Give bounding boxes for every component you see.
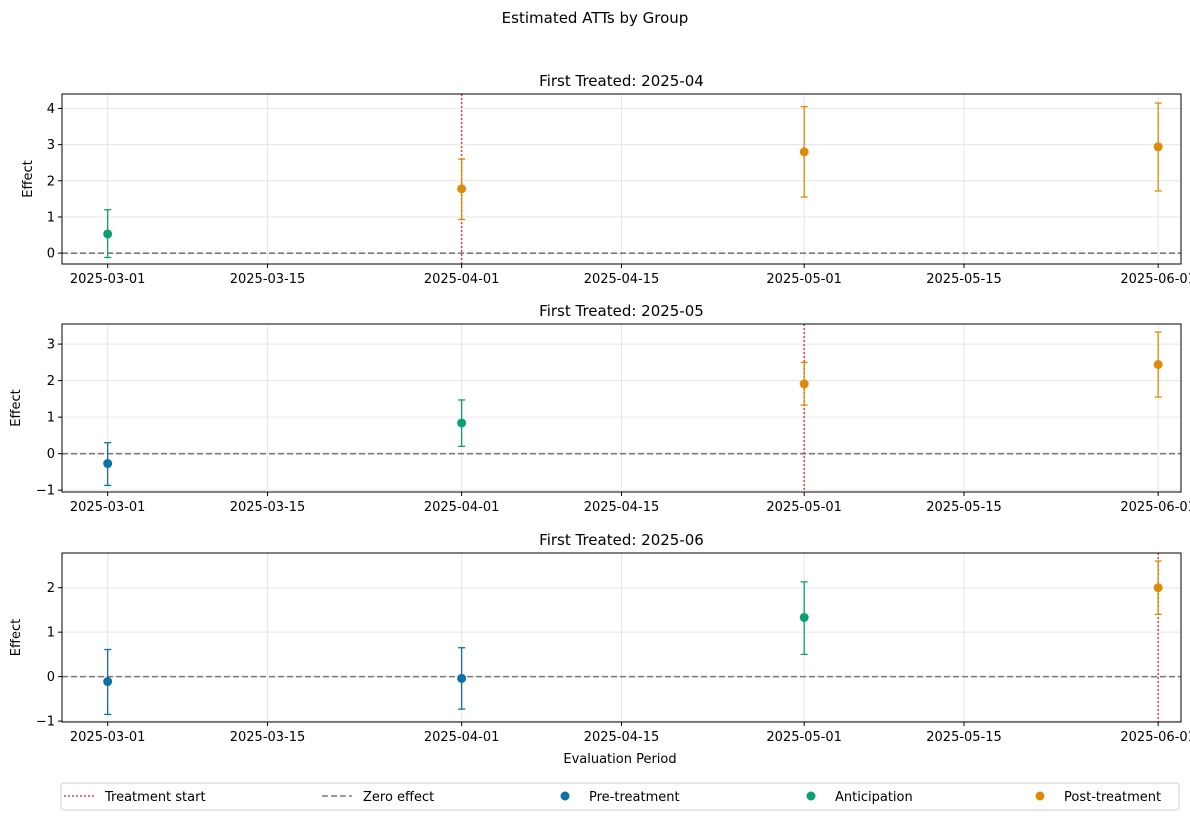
data-point-group [103,442,113,487]
y-tick-label: 4 [47,102,55,117]
legend-swatch-marker [806,791,816,801]
y-tick-label: 1 [47,411,55,426]
data-point-group [1153,102,1163,192]
x-tick-label: 2025-04-01 [424,730,500,745]
data-point-group [103,648,113,716]
data-point [1153,360,1163,370]
x-tick-label: 2025-05-01 [766,500,842,515]
data-point [103,229,113,239]
y-tick-label: 0 [47,247,55,262]
legend-swatch-marker [560,791,570,801]
x-tick-label: 2025-05-01 [766,730,842,745]
y-tick-label: −1 [36,715,55,730]
data-point-group [103,209,113,259]
x-tick-label: 2025-03-01 [70,500,146,515]
legend-frame [60,782,1180,811]
x-tick-label: 2025-05-01 [766,272,842,287]
x-tick-label: 2025-04-15 [584,730,660,745]
data-point-group [799,581,809,656]
x-tick-label: 2025-05-15 [926,730,1002,745]
legend-item: Zero effect [322,790,434,805]
grid [62,324,1181,492]
data-point [1153,142,1163,152]
y-tick-label: 3 [47,338,55,353]
x-tick-label: 2025-04-01 [424,272,500,287]
legend-label: Pre-treatment [589,790,680,805]
legend-item: Pre-treatment [560,790,680,805]
data-point-group [1153,331,1163,398]
data-point [799,379,809,389]
y-tick-label: 0 [47,670,55,685]
data-point [1153,583,1163,593]
panel-title: First Treated: 2025-05 [539,302,704,320]
panel-2: First Treated: 2025-05 2025-03-01 2025-03-… [9,302,1190,515]
x-tick-label: 2025-04-15 [584,272,660,287]
x-tick-label: 2025-05-15 [926,500,1002,515]
grid [62,94,1181,264]
y-tick-label: 2 [47,174,55,189]
x-axis-label: Evaluation Period [563,752,676,767]
data-point-group [457,647,467,710]
data-point-group [457,158,467,221]
y-tick-label: 2 [47,374,55,389]
y-tick-label: 1 [47,626,55,641]
legend-swatch-marker [1035,791,1045,801]
data-point [103,677,113,687]
x-tick-label: 2025-04-15 [584,500,660,515]
legend-item: Anticipation [806,790,913,805]
y-tick-label: 3 [47,138,55,153]
data-point-group [799,361,809,406]
data-point [457,184,467,194]
x-tick-label: 2025-03-15 [230,500,306,515]
y-axis-label: Effect [21,160,36,197]
panel-title: First Treated: 2025-04 [539,72,704,90]
legend-label: Treatment start [104,790,206,805]
grid [62,553,1181,722]
panel-1: First Treated: 2025-04 2025-03-01 2025-03-… [21,72,1190,287]
x-tick-label: 2025-03-15 [230,272,306,287]
legend: Treatment start Zero effect Pre-treatment A… [60,782,1180,811]
x-tick-label: 2025-06-01 [1120,272,1190,287]
data-point [457,673,467,683]
data-point-group [457,399,467,447]
panel-3: First Treated: 2025-06 2025-03-01 2025-03-… [9,531,1190,745]
x-tick-label: 2025-03-01 [70,272,146,287]
y-axis-label: Effect [9,389,24,426]
data-point-group [1153,560,1163,616]
y-tick-label: 2 [47,581,55,596]
data-point [457,418,467,428]
legend-item: Treatment start [64,790,206,805]
y-tick-label: 1 [47,210,55,225]
x-tick-label: 2025-03-01 [70,730,146,745]
x-tick-label: 2025-04-01 [424,500,500,515]
x-tick-label: 2025-03-15 [230,730,306,745]
data-point [103,459,113,469]
x-tick-label: 2025-06-01 [1120,500,1190,515]
data-point-group [799,106,809,198]
y-axis-label: Effect [9,619,24,656]
legend-label: Anticipation [835,790,913,805]
legend-label: Post-treatment [1064,790,1161,805]
figure-title: Estimated ATTs by Group [502,9,689,27]
x-tick-label: 2025-05-15 [926,272,1002,287]
panel-title: First Treated: 2025-06 [539,531,704,549]
legend-label: Zero effect [363,790,434,805]
y-tick-label: −1 [36,484,55,499]
y-tick-label: 0 [47,447,55,462]
data-point [799,147,809,157]
legend-item: Post-treatment [1035,790,1161,805]
data-point [799,612,809,622]
x-tick-label: 2025-06-01 [1120,730,1190,745]
